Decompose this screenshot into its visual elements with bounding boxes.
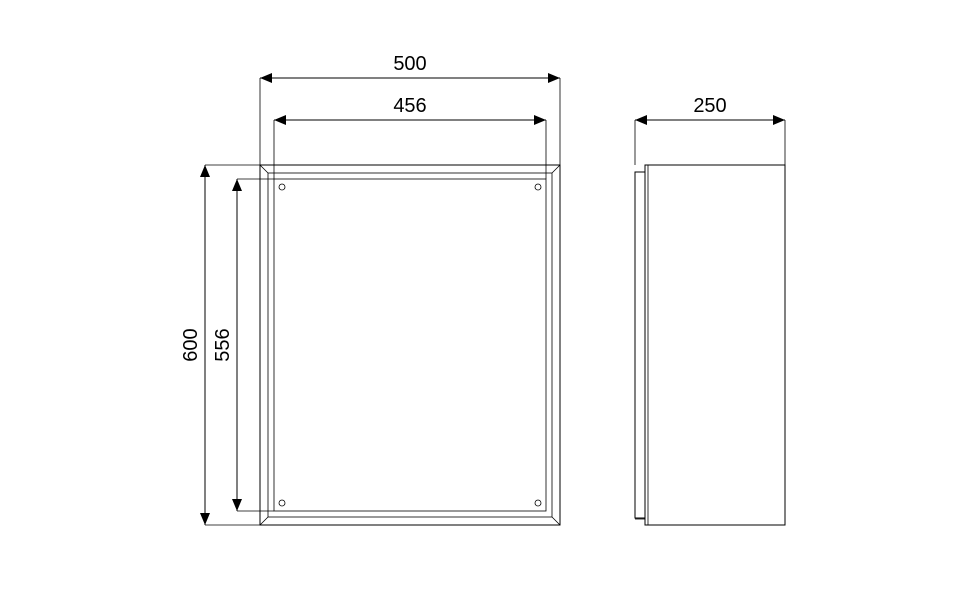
dim-height-inner-label: 556 bbox=[212, 328, 234, 361]
front-outer-rect bbox=[260, 165, 560, 525]
side-door-strip bbox=[635, 172, 645, 518]
front-inner-panel bbox=[274, 179, 546, 511]
screw-icon bbox=[279, 500, 285, 506]
front-bevel-rect bbox=[268, 173, 552, 517]
dim-width-inner-label: 456 bbox=[393, 95, 426, 117]
screw-icon bbox=[535, 184, 541, 190]
dim-depth-label: 250 bbox=[693, 95, 726, 117]
dim-width-outer-label: 500 bbox=[393, 53, 426, 75]
side-body-rect bbox=[645, 165, 785, 525]
screw-icon bbox=[535, 500, 541, 506]
screw-icon bbox=[279, 184, 285, 190]
dim-height-outer-label: 600 bbox=[180, 328, 202, 361]
